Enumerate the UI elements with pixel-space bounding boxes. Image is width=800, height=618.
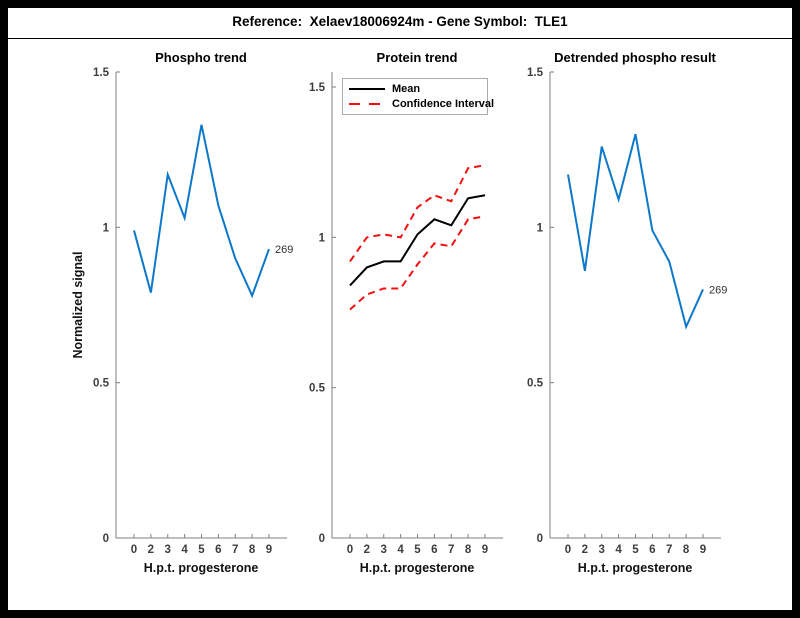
y-axis-label: Normalized signal [71,251,85,359]
series-line-detrended-phospho [567,133,704,330]
x-tick-label: 2 [148,544,154,556]
x-tick-label: 8 [465,544,472,556]
series-line-mean [349,194,486,287]
x-tick-label: 7 [232,544,238,556]
y-tick-label: 1 [103,222,110,234]
x-tick-label: 0 [131,544,137,556]
y-tick-label: 1.5 [309,82,326,94]
confidence-interval-line-sample [349,102,385,106]
legend-box: Mean Confidence Interval [342,78,494,115]
title-separator [8,38,792,39]
legend-row-ci: Confidence Interval [349,98,494,110]
mean-line-sample [349,87,385,91]
y-tick-label: 1 [319,232,326,244]
series-line-phospho-signal [133,124,270,299]
legend-row-mean: Mean [349,83,481,95]
y-tick-label: 1.5 [93,67,110,79]
y-tick-label: 0.5 [527,378,544,390]
x-tick-label: 0 [565,544,571,556]
subplot-title-protein: Protein trend [376,50,458,65]
x-tick-label: 5 [198,544,205,556]
x-tick-label: 6 [215,544,221,556]
subplot-title-phospho: Phospho trend [155,50,247,65]
x-tick-label: 9 [482,544,488,556]
y-tick-label: 0 [103,533,109,545]
x-tick-label: 4 [615,544,622,556]
subplot-title-detrended: Detrended phospho result [554,50,716,65]
x-tick-label: 8 [683,544,690,556]
x-axis-label-3: H.p.t. progesterone [577,561,693,575]
x-tick-label: 6 [649,544,655,556]
x-tick-label: 7 [448,544,454,556]
x-tick-label: 7 [666,544,672,556]
series-end-label: 269 [709,284,727,296]
figure-panel: Reference: Xelaev18006924m - Gene Symbol… [8,8,792,610]
x-tick-label: 3 [165,544,171,556]
figure-title: Reference: Xelaev18006924m - Gene Symbol… [232,14,568,29]
y-tick-label: 1.5 [527,67,544,79]
x-tick-label: 3 [599,544,605,556]
x-tick-label: 9 [266,544,272,556]
x-tick-label: 5 [632,544,639,556]
y-tick-label: 0 [319,533,325,545]
y-tick-label: 1 [537,222,544,234]
legend-label-mean: Mean [392,83,421,95]
x-tick-label: 2 [582,544,588,556]
series-end-label: 269 [275,244,293,256]
x-axis-label-1: H.p.t. progesterone [143,561,259,575]
x-tick-label: 0 [347,544,353,556]
x-tick-label: 5 [414,544,421,556]
x-tick-label: 2 [364,544,370,556]
x-tick-label: 9 [700,544,706,556]
legend-label-confidence-interval: Confidence Interval [392,98,495,110]
x-tick-label: 4 [397,544,404,556]
y-tick-label: 0.5 [93,378,110,390]
series-line-ci-upper [349,164,486,262]
x-tick-label: 3 [381,544,387,556]
y-tick-label: 0 [537,533,543,545]
x-tick-label: 8 [249,544,256,556]
x-tick-label: 4 [181,544,188,556]
y-tick-label: 0.5 [309,383,326,395]
series-line-ci-lower [349,215,486,311]
x-tick-label: 6 [431,544,437,556]
x-axis-label-2: H.p.t. progesterone [359,561,475,575]
